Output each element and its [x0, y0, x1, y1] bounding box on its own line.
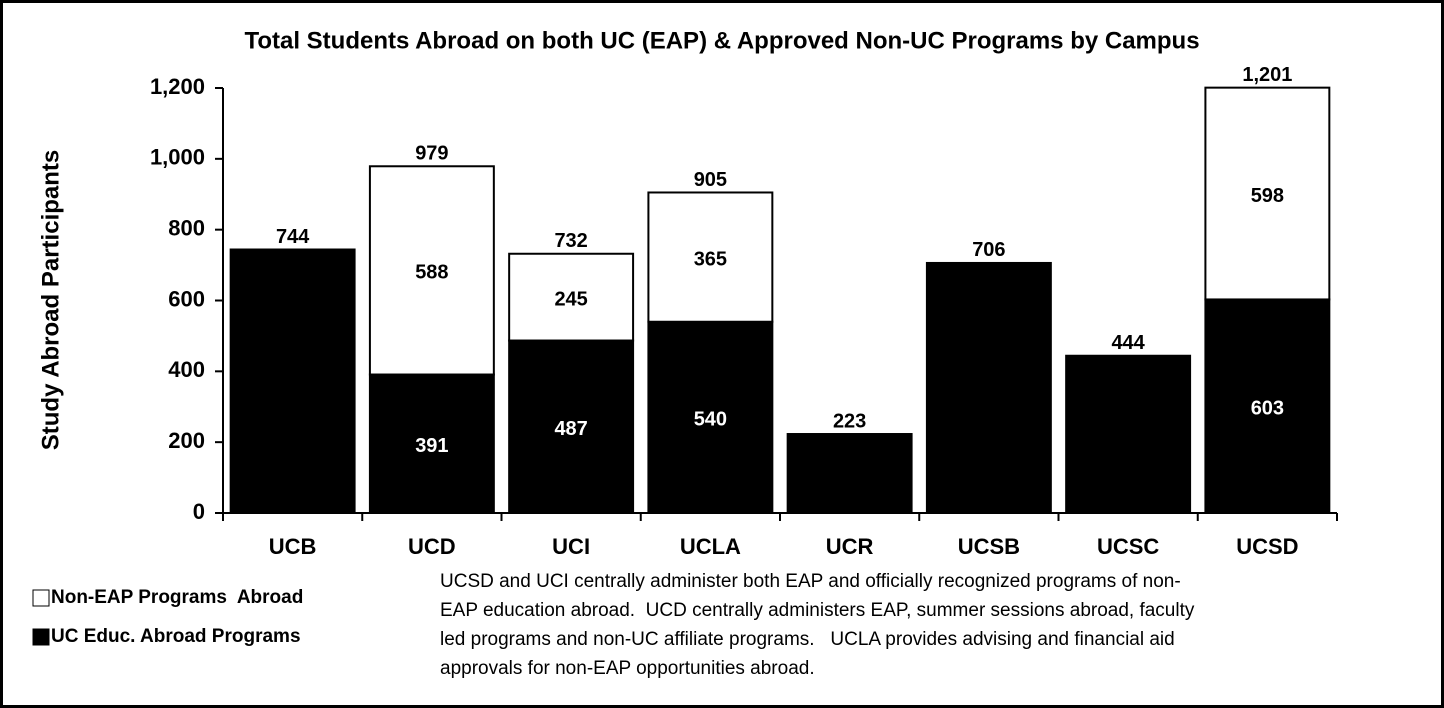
y-tick-label: 1,000 — [150, 145, 205, 170]
total-label: 905 — [694, 169, 727, 191]
total-label: 706 — [972, 239, 1005, 261]
bar-segment — [786, 433, 913, 515]
x-tick-label: UCB — [269, 534, 317, 559]
bar-segment — [1204, 298, 1331, 514]
note-line: EAP education abroad. UCD centrally admi… — [440, 600, 1195, 621]
segment-label: 588 — [415, 262, 448, 284]
bar-segment — [508, 339, 635, 515]
x-tick-label: UCSB — [958, 534, 1020, 559]
note-line: UCSD and UCI centrally administer both E… — [440, 571, 1181, 592]
legend-swatch — [32, 628, 50, 646]
segment-label: 487 — [554, 418, 587, 440]
y-tick-label: 200 — [168, 428, 205, 453]
x-tick-label: UCSD — [1236, 534, 1298, 559]
bar-segment — [647, 320, 774, 514]
total-label: 223 — [833, 410, 866, 432]
x-tick-label: UCI — [552, 534, 590, 559]
note-line: approvals for non-EAP opportunities abro… — [440, 658, 815, 679]
note-line: led programs and non-UC affiliate progra… — [440, 629, 1175, 650]
bar-segment — [925, 261, 1052, 515]
y-tick-label: 1,200 — [150, 74, 205, 99]
bar-segment — [229, 248, 356, 514]
segment-label: 540 — [694, 409, 727, 431]
segment-label: 365 — [694, 248, 727, 270]
bar-segment — [1065, 354, 1192, 514]
bar-segment — [1204, 86, 1331, 301]
total-label: 979 — [415, 143, 448, 165]
total-label: 744 — [276, 226, 310, 248]
segment-label: 391 — [415, 435, 448, 457]
segment-label: 598 — [1251, 185, 1284, 207]
x-tick-label: UCR — [826, 534, 874, 559]
segment-label: 603 — [1251, 398, 1284, 420]
y-tick-label: 800 — [168, 215, 205, 240]
x-tick-label: UCSC — [1097, 534, 1159, 559]
legend-label: Non-EAP Programs Abroad — [51, 587, 303, 608]
bar-segment — [647, 191, 774, 323]
bar-segment — [508, 252, 635, 342]
total-label: 732 — [554, 230, 587, 252]
legend-swatch — [32, 589, 50, 607]
segment-label: 245 — [554, 288, 587, 310]
y-tick-label: 0 — [193, 499, 205, 524]
y-tick-label: 400 — [168, 357, 205, 382]
y-axis-label: Study Abroad Participants — [37, 150, 64, 451]
chart-title: Total Students Abroad on both UC (EAP) &… — [244, 27, 1199, 54]
total-label: 1,201 — [1242, 64, 1292, 86]
legend-label: UC Educ. Abroad Programs — [51, 626, 301, 647]
bar-segment — [368, 165, 495, 376]
x-tick-label: UCLA — [680, 534, 741, 559]
total-label: 444 — [1111, 332, 1145, 354]
x-tick-label: UCD — [408, 534, 456, 559]
y-tick-label: 600 — [168, 286, 205, 311]
